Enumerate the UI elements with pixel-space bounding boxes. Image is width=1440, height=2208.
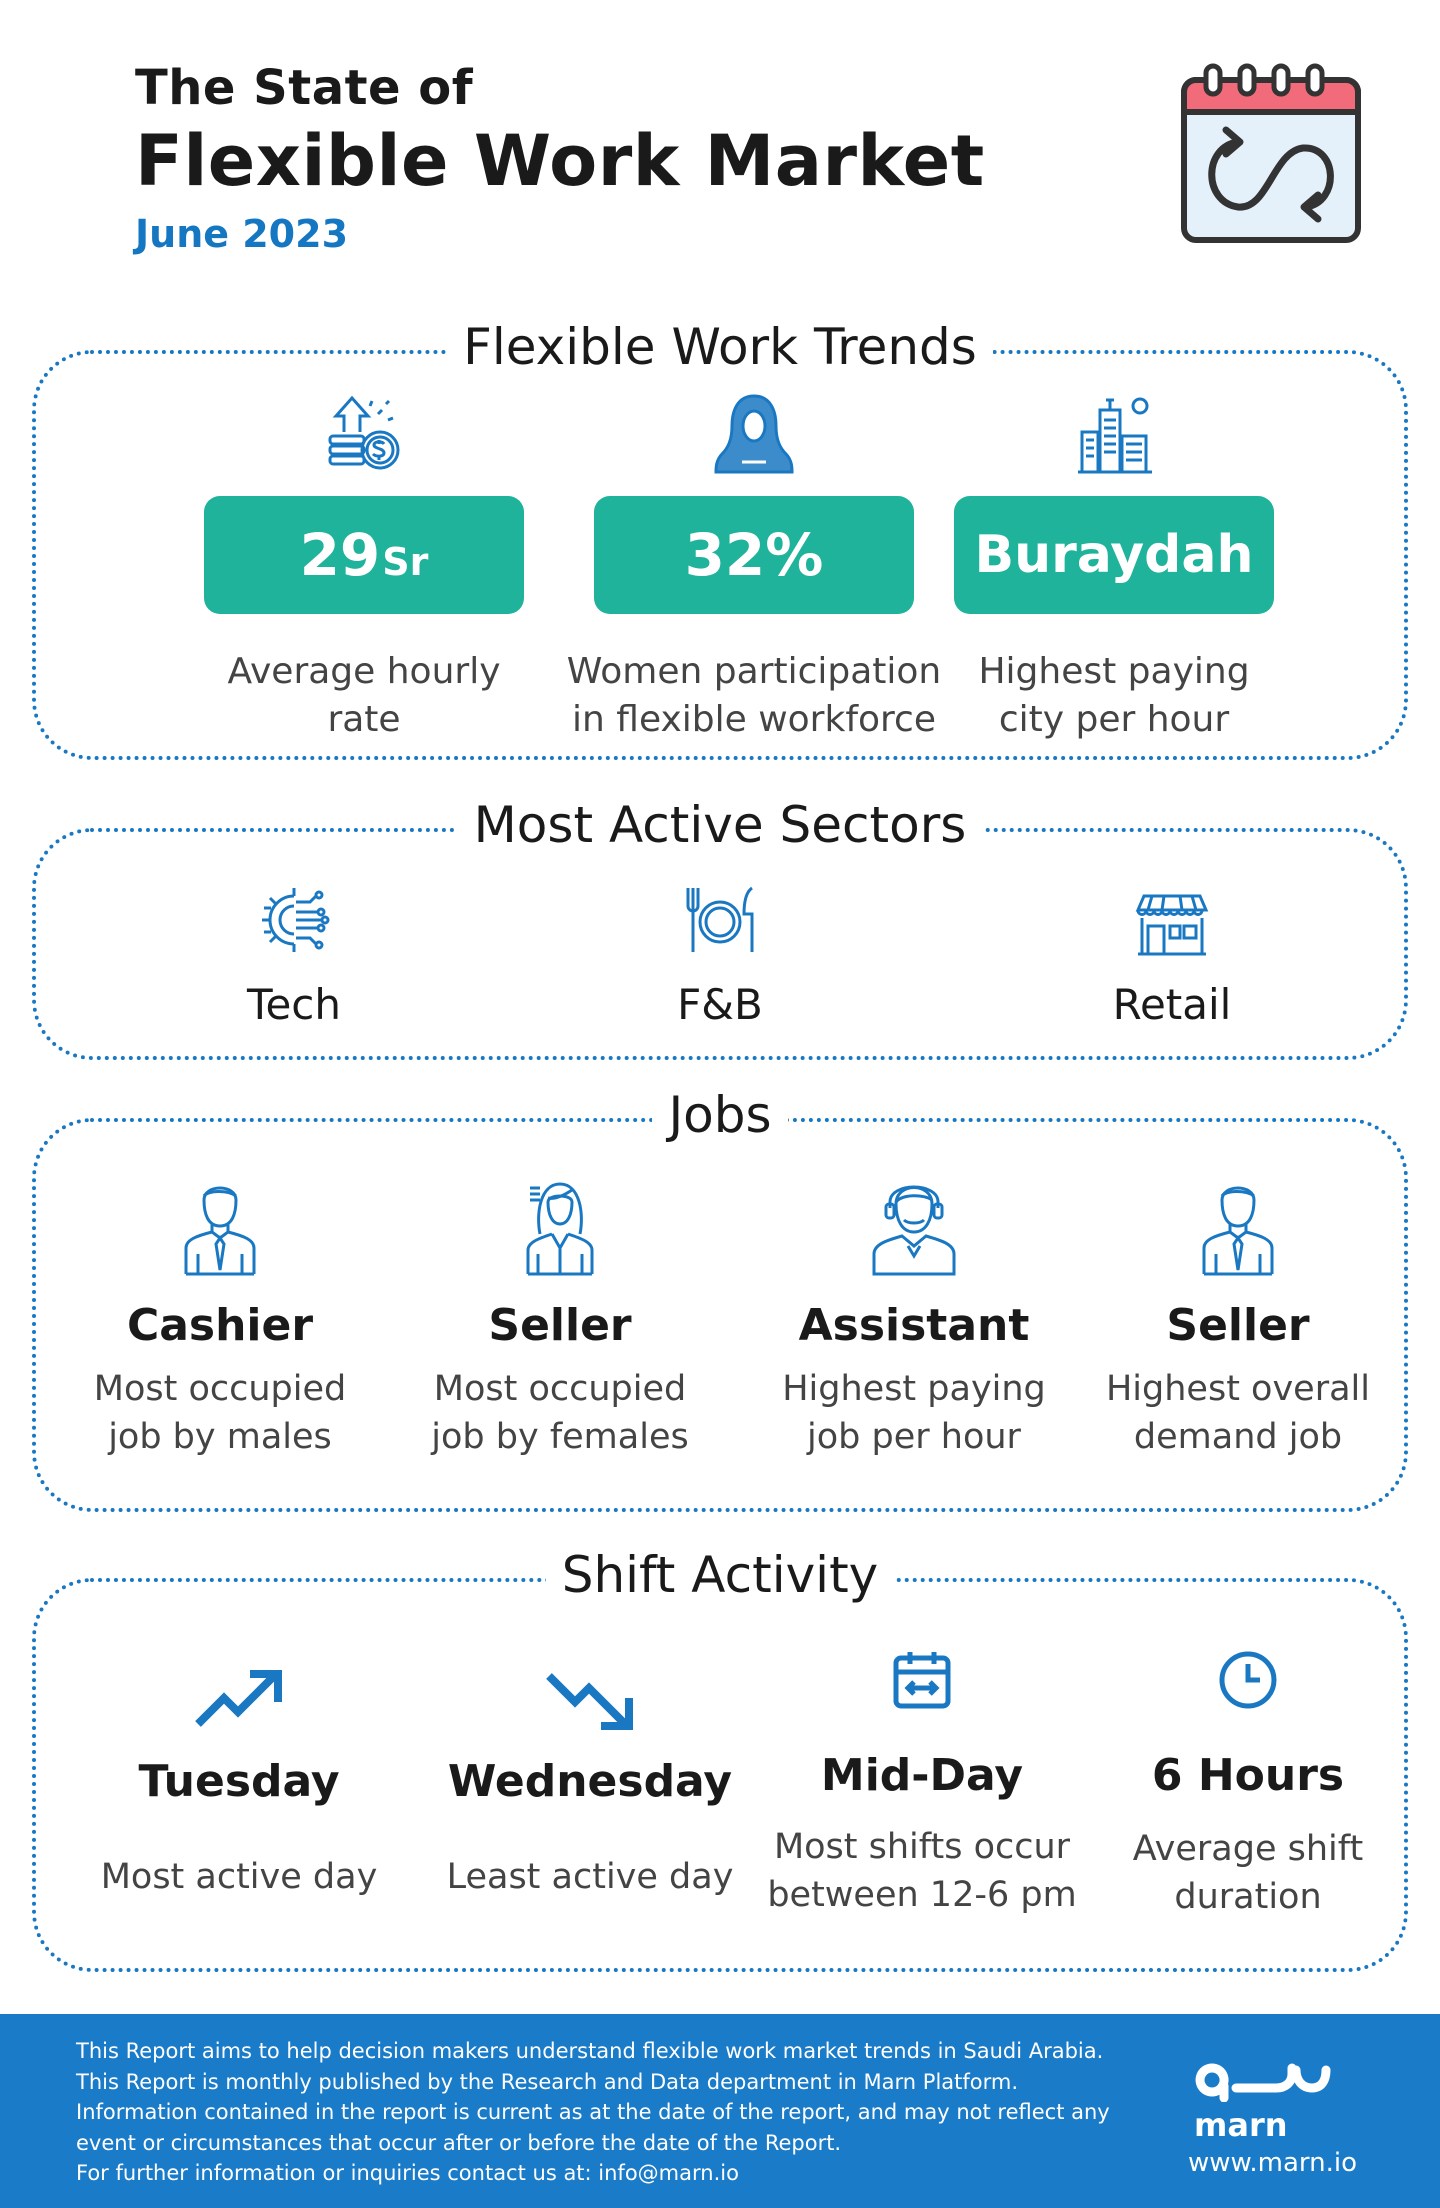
women-participation-desc: Women participation in flexible workforc…	[566, 651, 942, 740]
shift-least-active-desc: Least active day	[446, 1857, 734, 1897]
trend-up-icon	[195, 1670, 282, 1727]
trend-down-icon	[546, 1673, 633, 1730]
hourly-rate-unit: Sr	[382, 540, 429, 584]
jobs-title: Jobs	[652, 1086, 788, 1144]
sectors-title: Most Active Sectors	[457, 796, 983, 854]
job-seller-female-title: Seller	[488, 1300, 632, 1351]
sector-retail-label: Retail	[1112, 980, 1232, 1029]
shift-duration: 6 Hours Average shift duration	[1098, 1648, 1398, 1921]
footer-website-link[interactable]: www.marn.io	[1188, 2148, 1358, 2178]
shift-mid-day-title: Mid-Day	[820, 1750, 1024, 1801]
job-seller-demand-title: Seller	[1166, 1300, 1310, 1351]
woman-hijab-icon	[714, 394, 794, 474]
shift-duration-desc: Average shift duration	[1132, 1829, 1364, 1917]
marn-logo	[1195, 2063, 1331, 2102]
trends-section: Flexible Work Trends 29 Sr Average hourly…	[32, 318, 1408, 760]
clock-icon	[1219, 1651, 1277, 1709]
money-growth-icon	[328, 395, 400, 470]
hourly-rate-desc: Average hourly rate	[227, 651, 501, 740]
job-seller-female: Seller Most occupied job by females	[410, 1174, 710, 1461]
footer-disclaimer: This Report aims to help decision makers…	[76, 2036, 1156, 2189]
shift-least-active-title: Wednesday	[447, 1756, 733, 1807]
shift-most-active: Tuesday Most active day	[94, 1668, 384, 1901]
job-assistant-desc: Highest paying job per hour	[782, 1369, 1046, 1457]
trend-women-participation: 32% Women participation in flexible work…	[564, 392, 944, 744]
shift-duration-title: 6 Hours	[1151, 1750, 1345, 1801]
shift-most-active-title: Tuesday	[138, 1756, 340, 1807]
job-seller-demand: Seller Highest overall demand job	[1088, 1174, 1388, 1461]
job-assistant-title: Assistant	[798, 1300, 1030, 1351]
job-seller-demand-desc: Highest overall demand job	[1105, 1369, 1370, 1457]
job-assistant: Assistant Highest paying job per hour	[754, 1174, 1074, 1461]
report-header: The State of Flexible Work Market June 2…	[135, 60, 985, 256]
women-participation-value: 32%	[594, 496, 914, 614]
women-participation-number: 32%	[684, 521, 824, 589]
footer-contact: For further information or inquiries con…	[76, 2161, 739, 2185]
page-title: Flexible Work Market	[135, 120, 985, 202]
trends-title: Flexible Work Trends	[447, 318, 993, 376]
shift-least-active: Wednesday Least active day	[420, 1668, 760, 1901]
female-worker-icon	[526, 1182, 594, 1276]
logo-name: marn	[1194, 2106, 1288, 2144]
shifts-section: Shift Activity Tuesday Most active day W…	[32, 1546, 1408, 1972]
city-buildings-icon	[1078, 397, 1152, 474]
hourly-rate-number: 29	[299, 521, 381, 589]
tech-gear-icon	[262, 888, 330, 952]
job-cashier-title: Cashier	[126, 1300, 314, 1351]
hourly-rate-value: 29 Sr	[204, 496, 524, 614]
flexible-calendar-icon	[1181, 63, 1361, 243]
sector-tech-label: Tech	[246, 980, 342, 1029]
trend-hourly-rate: 29 Sr Average hourly rate	[194, 392, 534, 744]
calendar-range-icon	[893, 1652, 951, 1709]
job-cashier-desc: Most occupied job by males	[93, 1369, 347, 1457]
job-cashier: Cashier Most occupied job by males	[80, 1174, 360, 1461]
title-line-1: The State of	[135, 60, 474, 116]
male-worker-icon	[184, 1186, 256, 1276]
shift-mid-day: Mid-Day Most shifts occur between 12-6 p…	[762, 1648, 1082, 1919]
shift-mid-day-desc: Most shifts occur between 12-6 pm	[767, 1827, 1077, 1915]
plate-cutlery-icon	[686, 886, 754, 952]
storefront-icon	[1135, 894, 1209, 956]
report-date: June 2023	[135, 212, 349, 256]
shifts-title: Shift Activity	[545, 1546, 895, 1604]
shift-most-active-desc: Most active day	[100, 1857, 378, 1897]
sector-fnb-label: F&B	[677, 980, 763, 1029]
sectors-section: Most Active Sectors Tech F&B	[32, 796, 1408, 1060]
highest-city-value: Buraydah	[954, 496, 1274, 614]
report-footer: This Report aims to help decision makers…	[0, 2014, 1440, 2208]
sector-retail: Retail	[1022, 882, 1322, 1029]
highest-city-name: Buraydah	[974, 525, 1254, 585]
job-seller-female-desc: Most occupied job by females	[431, 1369, 689, 1457]
male-worker-icon	[1202, 1186, 1274, 1276]
assistant-headset-icon	[872, 1185, 956, 1276]
highest-city-desc: Highest paying city per hour	[978, 651, 1250, 740]
trend-highest-city: Buraydah Highest paying city per hour	[924, 392, 1304, 744]
sector-tech: Tech	[144, 882, 444, 1029]
jobs-section: Jobs Cashier Most occupied job by males …	[32, 1086, 1408, 1512]
sector-fnb: F&B	[570, 882, 870, 1029]
